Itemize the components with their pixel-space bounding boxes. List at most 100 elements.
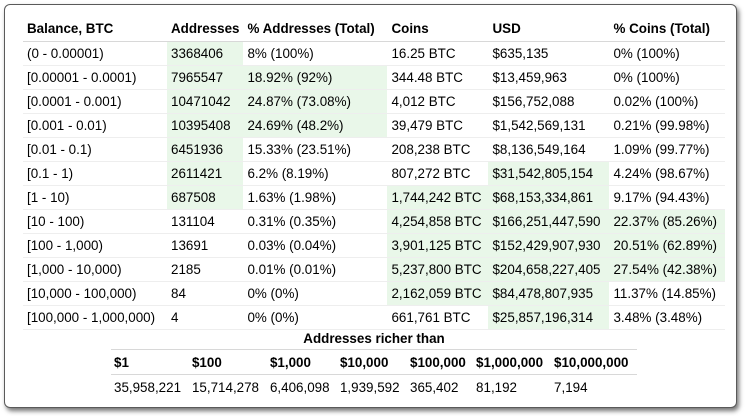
cell-pct-addresses: 0.03% (0.04%)	[243, 233, 388, 258]
cell-addresses: 2611421	[167, 161, 244, 186]
richer-threshold: $1,000,000	[473, 349, 552, 375]
richer-threshold: $10,000	[336, 349, 407, 375]
cell-pct-addresses: 0% (0%)	[243, 281, 388, 306]
table-row: [0.0001 - 0.001) 10471042 24.87% (73.08%) 4…	[23, 89, 726, 114]
cell-usd: $1,542,569,131	[488, 113, 610, 138]
header-pct-addresses: % Addresses (Total)	[243, 15, 388, 42]
cell-balance: (0 - 0.00001)	[23, 41, 167, 66]
cell-coins: 16.25 BTC	[387, 41, 489, 66]
cell-balance: [10 - 100)	[23, 209, 167, 234]
cell-pct-addresses: 15.33% (23.51%)	[243, 137, 388, 162]
richer-threshold: $1,000	[266, 349, 337, 375]
cell-balance: [0.0001 - 0.001)	[23, 89, 167, 114]
richer-count: 35,958,221	[114, 379, 182, 395]
richer-header-row: $1 $100 $1,000 $10,000 $100,000 $1,000,000 $10…	[111, 349, 637, 375]
cell-coins: 2,162,059 BTC	[387, 281, 489, 306]
table-row: [100,000 - 1,000,000) 4 0% (0%) 661,761 BTC…	[23, 305, 726, 330]
richer-count: 15,714,278	[191, 379, 260, 395]
cell-balance: [1 - 10)	[23, 185, 167, 210]
cell-usd: $152,429,907,930	[488, 233, 610, 258]
table-row: [1,000 - 10,000) 2185 0.01% (0.01%) 5,237,8…	[23, 257, 726, 282]
cell-pct-addresses: 0.31% (0.35%)	[243, 209, 388, 234]
table-row: [0.00001 - 0.0001) 7965547 18.92% (92%) 344…	[23, 65, 726, 90]
cell-pct-addresses: 6.2% (8.19%)	[243, 161, 388, 186]
cell-usd: $25,857,196,314	[488, 305, 610, 330]
richer-table: $1 $100 $1,000 $10,000 $100,000 $1,000,000 $10…	[111, 349, 637, 399]
richer-threshold: $10,000,000	[551, 349, 637, 375]
cell-addresses: 2185	[167, 257, 244, 282]
cell-pct-coins: 0.02% (100%)	[609, 89, 726, 114]
richer-values-row: 35,958,221 15,714,278 6,406,098 1,939,592 36…	[111, 375, 637, 400]
cell-addresses: 84	[167, 281, 244, 306]
cell-balance: [0.01 - 0.1)	[23, 137, 167, 162]
cell-pct-addresses: 24.69% (48.2%)	[243, 113, 388, 138]
cell-pct-coins: 1.09% (99.77%)	[609, 137, 726, 162]
screenshot-frame: Balance, BTC Addresses % Addresses (Tota…	[4, 4, 737, 408]
cell-pct-addresses: 24.87% (73.08%)	[243, 89, 388, 114]
table-row: [0.01 - 0.1) 6451936 15.33% (23.51%) 208,23…	[23, 137, 726, 162]
cell-pct-coins: 11.37% (14.85%)	[609, 281, 726, 306]
table-row: [0.1 - 1) 2611421 6.2% (8.19%) 807,272 BTC $…	[23, 161, 726, 186]
cell-pct-coins: 27.54% (42.38%)	[609, 257, 726, 282]
cell-addresses: 13691	[167, 233, 244, 258]
cell-pct-coins: 0.21% (99.98%)	[609, 113, 726, 138]
richer-section: Addresses richer than $1 $100 $1,000 $10,00…	[111, 329, 637, 399]
richer-threshold: $100,000	[407, 349, 474, 375]
distribution-body: (0 - 0.00001) 3368406 8% (100%) 16.25 BTC $6…	[23, 41, 726, 330]
cell-pct-addresses: 0.01% (0.01%)	[243, 257, 388, 282]
richer-threshold: $100	[188, 349, 267, 375]
cell-usd: $166,251,447,590	[488, 209, 610, 234]
cell-pct-addresses: 1.63% (1.98%)	[243, 185, 388, 210]
cell-balance: [0.1 - 1)	[23, 161, 167, 186]
cell-coins: 4,012 BTC	[387, 89, 489, 114]
richer-count: 6,406,098	[269, 379, 330, 395]
cell-coins: 208,238 BTC	[387, 137, 489, 162]
table-row: [100 - 1,000) 13691 0.03% (0.04%) 3,901,125…	[23, 233, 726, 258]
table-row: (0 - 0.00001) 3368406 8% (100%) 16.25 BTC $6…	[23, 41, 726, 66]
cell-usd: $8,136,549,164	[488, 137, 610, 162]
cell-coins: 661,761 BTC	[387, 305, 489, 330]
cell-balance: [10,000 - 100,000)	[23, 281, 167, 306]
header-pct-coins: % Coins (Total)	[609, 15, 726, 42]
cell-addresses: 10471042	[167, 89, 244, 114]
header-balance: Balance, BTC	[23, 15, 167, 42]
distribution-table: Balance, BTC Addresses % Addresses (Tota…	[23, 15, 726, 330]
cell-addresses: 7965547	[167, 65, 244, 90]
cell-addresses: 4	[167, 305, 244, 330]
cell-pct-coins: 4.24% (98.67%)	[609, 161, 726, 186]
cell-balance: [100,000 - 1,000,000)	[23, 305, 167, 330]
header-addresses: Addresses	[167, 15, 244, 42]
cell-pct-coins: 0% (100%)	[609, 65, 726, 90]
richer-count: 81,192	[476, 379, 518, 395]
cell-usd: $68,153,334,861	[488, 185, 610, 210]
cell-pct-coins: 20.51% (62.89%)	[609, 233, 726, 258]
cell-pct-coins: 9.17% (94.43%)	[609, 185, 726, 210]
cell-pct-addresses: 18.92% (92%)	[243, 65, 388, 90]
cell-usd: $31,542,805,154	[488, 161, 610, 186]
cell-coins: 5,237,800 BTC	[387, 257, 489, 282]
cell-coins: 39,479 BTC	[387, 113, 489, 138]
cell-addresses: 10395408	[167, 113, 244, 138]
cell-balance: [1,000 - 10,000)	[23, 257, 167, 282]
cell-coins: 1,744,242 BTC	[387, 185, 489, 210]
cell-usd: $204,658,227,405	[488, 257, 610, 282]
cell-addresses: 3368406	[167, 41, 244, 66]
cell-balance: [100 - 1,000)	[23, 233, 167, 258]
cell-coins: 807,272 BTC	[387, 161, 489, 186]
cell-addresses: 131104	[167, 209, 244, 234]
cell-coins: 4,254,858 BTC	[387, 209, 489, 234]
richer-count: 365,402	[410, 379, 459, 395]
cell-usd: $635,135	[488, 41, 610, 66]
header-coins: Coins	[387, 15, 489, 42]
cell-addresses: 6451936	[167, 137, 244, 162]
cell-pct-coins: 0% (100%)	[609, 41, 726, 66]
table-row: [0.001 - 0.01) 10395408 24.69% (48.2%) 39,4…	[23, 113, 726, 138]
cell-addresses: 687508	[167, 185, 244, 210]
table-row: [10 - 100) 131104 0.31% (0.35%) 4,254,858 B…	[23, 209, 726, 234]
richer-title: Addresses richer than	[303, 331, 445, 346]
richer-threshold: $1	[111, 349, 189, 375]
cell-usd: $156,752,088	[488, 89, 610, 114]
table-row: [1 - 10) 687508 1.63% (1.98%) 1,744,242 BTC…	[23, 185, 726, 210]
richer-count: 7,194	[554, 379, 588, 395]
cell-pct-coins: 3.48% (3.48%)	[609, 305, 726, 330]
